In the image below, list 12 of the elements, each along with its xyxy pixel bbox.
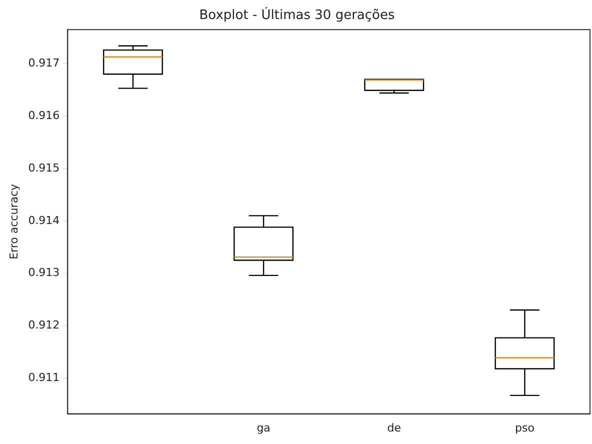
y-tick-label: 0.914 bbox=[28, 214, 60, 227]
y-tick-label: 0.915 bbox=[28, 161, 60, 174]
y-tick-label: 0.916 bbox=[28, 108, 60, 122]
x-tick-label: pso bbox=[514, 421, 535, 434]
x-tick-label: de bbox=[387, 421, 402, 434]
y-tick-label: 0.912 bbox=[28, 318, 60, 332]
y-tick-label: 0.911 bbox=[28, 371, 60, 384]
y-tick-label: 0.913 bbox=[28, 266, 60, 280]
x-tick-label: ga bbox=[256, 421, 270, 434]
y-tick-label: 0.917 bbox=[28, 56, 60, 70]
chart-title: Boxplot - Últimas 30 gerações bbox=[199, 6, 395, 24]
y-axis-title: Erro accuracy bbox=[7, 184, 20, 260]
